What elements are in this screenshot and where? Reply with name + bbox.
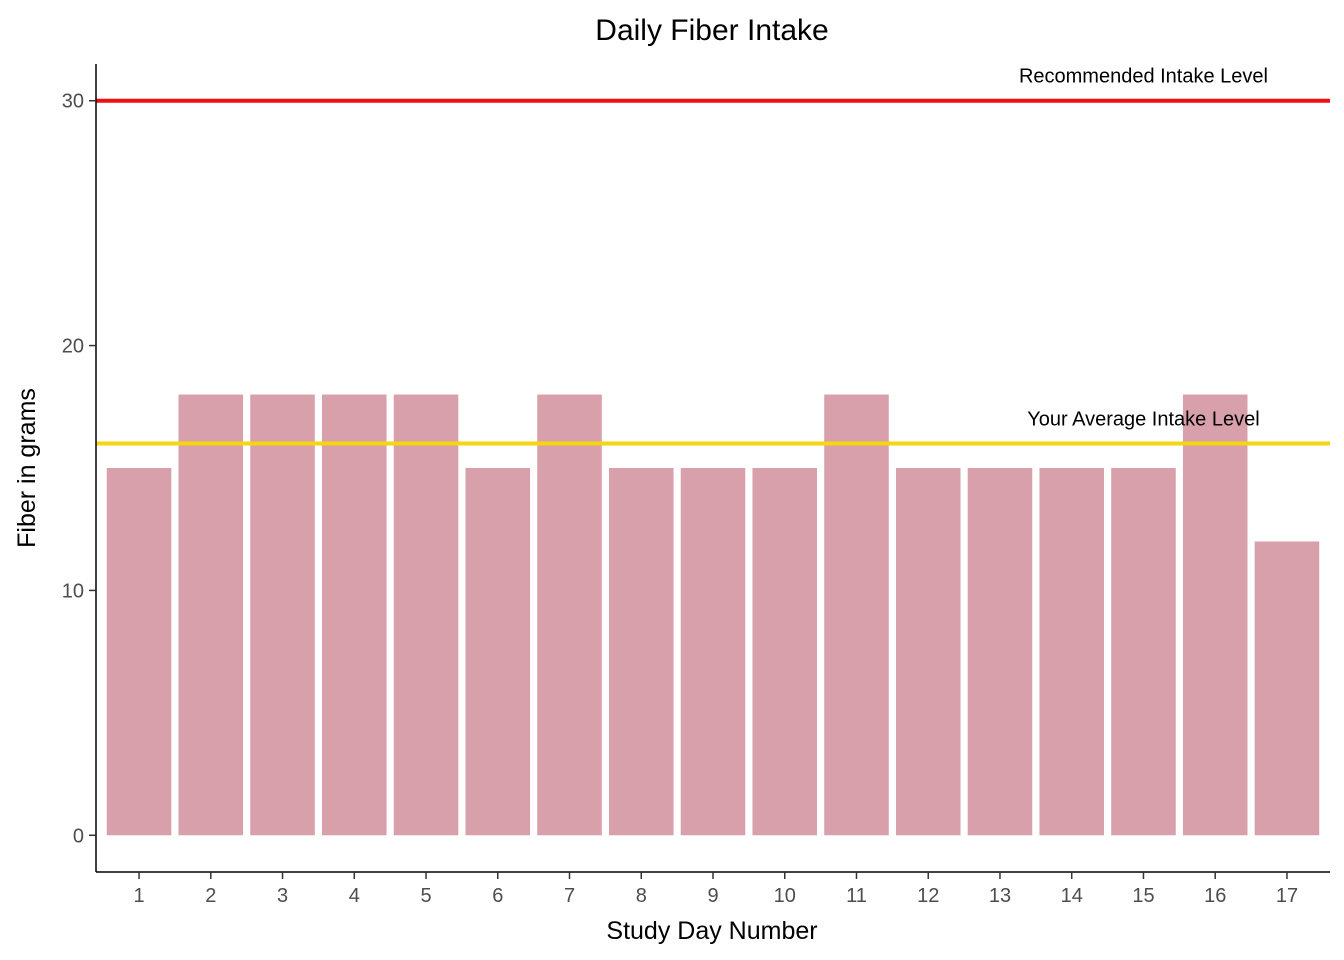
bar-day-9: [680, 468, 746, 836]
bar-day-14: [1039, 468, 1105, 836]
x-tick-label: 4: [349, 885, 360, 907]
x-tick-label: 16: [1204, 885, 1226, 907]
y-tick-label: 0: [73, 825, 84, 847]
x-tick-label: 6: [492, 885, 503, 907]
y-tick-label: 30: [62, 91, 84, 113]
reference-line-label-2: Your Average Intake Level: [1027, 409, 1259, 431]
reference-lines-group: Recommended Intake Level Your Average Int…: [96, 66, 1330, 446]
bar-day-5: [393, 394, 459, 836]
bar-day-13: [967, 468, 1033, 836]
x-tick-label: 13: [989, 885, 1011, 907]
bar-day-17: [1254, 541, 1320, 836]
x-axis-ticks: 1 2 3 4 5 6 7 8 9 10 11 12 13 14 15 16 17: [133, 872, 1298, 907]
x-tick-label: 7: [564, 885, 575, 907]
bars-group: [106, 394, 1320, 836]
x-tick-label: 8: [636, 885, 647, 907]
x-tick-label: 2: [205, 885, 216, 907]
x-tick-label: 1: [133, 885, 144, 907]
x-tick-label: 14: [1061, 885, 1083, 907]
bar-day-12: [895, 468, 961, 836]
y-axis-title: Fiber in grams: [13, 388, 41, 548]
x-tick-label: 9: [707, 885, 718, 907]
bar-day-15: [1111, 468, 1176, 836]
y-tick-label: 20: [62, 336, 84, 358]
x-tick-label: 17: [1276, 885, 1298, 907]
bar-day-8: [608, 468, 674, 836]
reference-line-label-1: Recommended Intake Level: [1019, 66, 1268, 88]
bar-day-2: [178, 394, 244, 836]
y-tick-label: 10: [62, 580, 84, 602]
bar-day-3: [250, 394, 315, 836]
x-tick-label: 10: [774, 885, 796, 907]
x-tick-label: 12: [917, 885, 939, 907]
bar-day-16: [1182, 394, 1248, 836]
chart-title: Daily Fiber Intake: [595, 14, 828, 47]
x-tick-label: 15: [1132, 885, 1154, 907]
bar-day-6: [465, 468, 531, 836]
bar-day-1: [106, 468, 172, 836]
x-tick-label: 3: [277, 885, 288, 907]
y-axis-ticks: 0 10 20 30: [62, 91, 96, 847]
x-axis-title: Study Day Number: [606, 917, 817, 945]
bar-day-4: [321, 394, 387, 836]
x-tick-label: 5: [420, 885, 431, 907]
x-tick-label: 11: [846, 885, 867, 907]
bar-day-10: [752, 468, 818, 836]
bar-day-11: [824, 394, 889, 836]
bar-day-7: [537, 394, 602, 836]
